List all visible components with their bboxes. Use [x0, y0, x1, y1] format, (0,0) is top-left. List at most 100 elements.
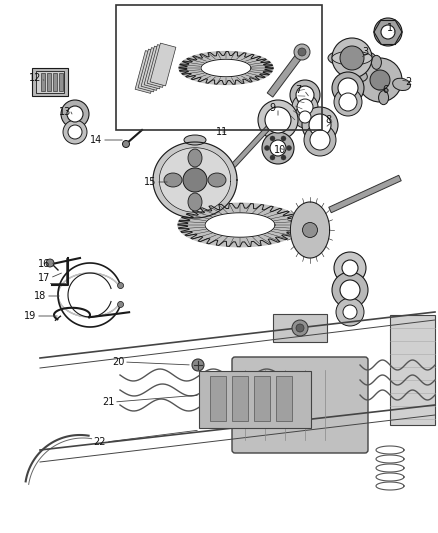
- Text: 17: 17: [38, 273, 50, 283]
- Polygon shape: [205, 213, 275, 237]
- Bar: [53, 73, 57, 91]
- Circle shape: [117, 302, 124, 308]
- Circle shape: [332, 272, 368, 308]
- Ellipse shape: [378, 91, 389, 104]
- Circle shape: [281, 155, 286, 160]
- Polygon shape: [159, 148, 231, 212]
- Circle shape: [381, 25, 395, 39]
- Circle shape: [332, 38, 372, 78]
- Text: 9: 9: [269, 103, 275, 113]
- Ellipse shape: [184, 135, 206, 145]
- Circle shape: [68, 125, 82, 139]
- Bar: [150, 43, 176, 86]
- Ellipse shape: [208, 173, 226, 187]
- Ellipse shape: [184, 215, 206, 225]
- Circle shape: [265, 107, 291, 133]
- Circle shape: [292, 94, 318, 120]
- Ellipse shape: [371, 55, 381, 69]
- Text: 3: 3: [362, 47, 368, 57]
- Bar: [32, 68, 68, 96]
- Bar: [144, 46, 170, 89]
- Circle shape: [310, 130, 330, 150]
- Bar: [116, 5, 322, 130]
- Circle shape: [342, 260, 358, 276]
- FancyBboxPatch shape: [199, 371, 311, 428]
- Polygon shape: [329, 175, 401, 213]
- Polygon shape: [153, 142, 237, 218]
- Text: 20: 20: [112, 357, 124, 367]
- Circle shape: [67, 106, 83, 122]
- Text: 22: 22: [94, 437, 106, 447]
- Circle shape: [286, 146, 292, 150]
- Circle shape: [270, 136, 275, 141]
- Polygon shape: [201, 59, 251, 77]
- Ellipse shape: [350, 69, 367, 82]
- Circle shape: [183, 168, 207, 192]
- Text: 10: 10: [274, 145, 286, 155]
- Circle shape: [332, 72, 364, 104]
- Circle shape: [339, 93, 357, 111]
- Bar: [47, 73, 51, 91]
- Circle shape: [303, 222, 318, 238]
- Circle shape: [281, 136, 286, 141]
- Polygon shape: [58, 273, 120, 317]
- Circle shape: [290, 80, 320, 110]
- Ellipse shape: [188, 149, 202, 167]
- Ellipse shape: [392, 78, 410, 91]
- Text: 12: 12: [29, 73, 41, 83]
- Ellipse shape: [164, 173, 182, 187]
- Circle shape: [302, 107, 338, 143]
- Circle shape: [294, 106, 316, 128]
- Circle shape: [296, 86, 314, 104]
- Text: 13: 13: [59, 107, 71, 117]
- Circle shape: [343, 305, 357, 319]
- Circle shape: [374, 18, 402, 46]
- Bar: [390, 315, 435, 425]
- Circle shape: [63, 120, 87, 144]
- Bar: [59, 73, 63, 91]
- Circle shape: [334, 252, 366, 284]
- Circle shape: [294, 44, 310, 60]
- Polygon shape: [290, 202, 330, 258]
- Circle shape: [299, 111, 311, 123]
- Bar: [147, 45, 173, 87]
- Circle shape: [270, 155, 275, 160]
- Bar: [141, 47, 167, 91]
- Circle shape: [336, 298, 364, 326]
- Circle shape: [258, 100, 298, 140]
- Circle shape: [61, 100, 89, 128]
- Circle shape: [262, 132, 294, 164]
- Bar: [0, 310, 438, 533]
- Ellipse shape: [328, 49, 376, 67]
- Text: 18: 18: [34, 291, 46, 301]
- Text: 14: 14: [90, 135, 102, 145]
- Bar: [232, 376, 248, 421]
- Bar: [276, 376, 292, 421]
- Circle shape: [298, 48, 306, 56]
- Text: 8: 8: [325, 115, 331, 125]
- Bar: [210, 376, 226, 421]
- Circle shape: [46, 259, 54, 267]
- Circle shape: [334, 88, 362, 116]
- Polygon shape: [218, 114, 282, 182]
- FancyBboxPatch shape: [273, 314, 327, 342]
- Bar: [138, 49, 164, 92]
- Circle shape: [192, 359, 204, 371]
- Bar: [135, 51, 161, 93]
- Text: 6: 6: [382, 85, 388, 95]
- Ellipse shape: [332, 51, 372, 65]
- Ellipse shape: [188, 193, 202, 211]
- Circle shape: [340, 280, 360, 300]
- FancyBboxPatch shape: [232, 357, 368, 453]
- Text: 1: 1: [387, 23, 393, 33]
- Circle shape: [338, 78, 358, 98]
- Text: 19: 19: [24, 311, 36, 321]
- Circle shape: [297, 99, 313, 115]
- Bar: [36, 71, 64, 93]
- Text: 7: 7: [295, 85, 301, 95]
- Circle shape: [292, 320, 308, 336]
- Text: 15: 15: [144, 177, 156, 187]
- Circle shape: [358, 58, 402, 102]
- Text: 2: 2: [405, 77, 411, 87]
- Circle shape: [370, 70, 390, 90]
